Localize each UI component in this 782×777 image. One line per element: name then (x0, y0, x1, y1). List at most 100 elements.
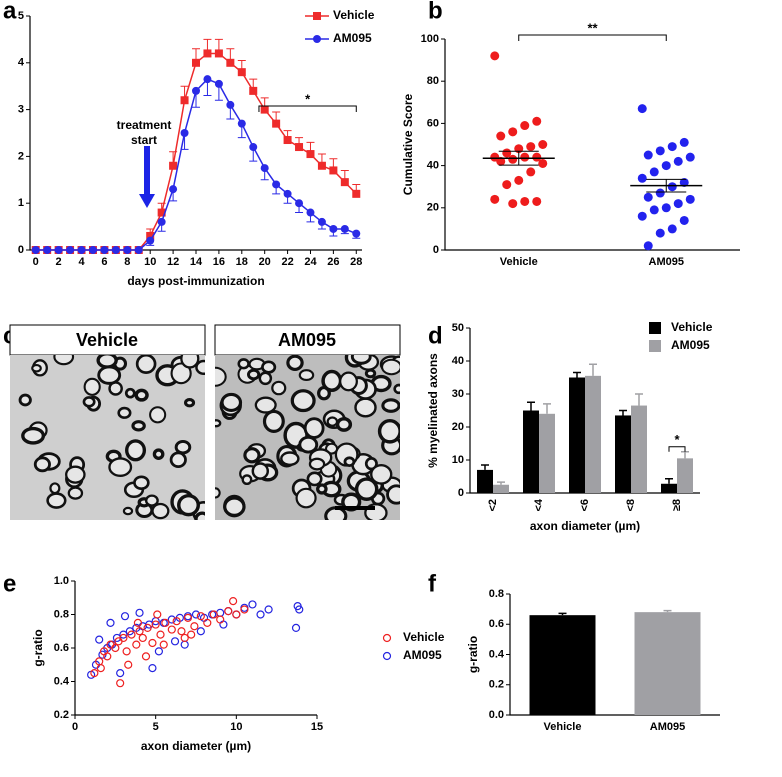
point (643, 150, 653, 160)
marker (306, 150, 315, 159)
axon (108, 457, 133, 477)
x-tick-label: 28 (350, 256, 362, 268)
point (256, 610, 265, 619)
y-tick-label: 1 (18, 197, 24, 209)
y-tick-label: 0.2 (54, 709, 69, 721)
marker (146, 236, 155, 245)
axon (21, 426, 46, 445)
marker (157, 208, 166, 217)
marker (317, 161, 326, 170)
marker (66, 246, 75, 254)
point (232, 610, 241, 619)
x-tick-label: <6 (579, 499, 591, 512)
marker (180, 129, 189, 137)
legend-marker (382, 651, 392, 661)
legend-marker (313, 12, 321, 20)
x-tick-label: 5 (153, 721, 159, 733)
y-tick-label: 5 (18, 10, 24, 22)
point (532, 196, 542, 206)
bar (615, 415, 631, 493)
point (167, 625, 176, 634)
marker (134, 246, 143, 254)
point (637, 173, 647, 183)
point (127, 630, 136, 639)
marker (249, 143, 258, 152)
marker (214, 79, 223, 88)
axon (254, 396, 277, 414)
marker (306, 208, 315, 217)
axon (335, 417, 353, 432)
point (538, 158, 548, 168)
point (526, 167, 536, 177)
marker (203, 75, 212, 84)
y-tick-label: 40 (452, 355, 464, 367)
y-tick-label: 0.6 (54, 642, 69, 654)
point (637, 104, 647, 114)
point (490, 194, 500, 204)
axon (133, 475, 150, 491)
error-bar (665, 478, 673, 484)
point (643, 192, 653, 202)
marker (203, 49, 212, 58)
axon (215, 366, 227, 387)
point (649, 205, 659, 215)
significance-label: * (674, 432, 680, 447)
point (667, 182, 677, 192)
axon (364, 368, 377, 379)
point (90, 669, 99, 678)
axon (220, 392, 243, 412)
axon (295, 487, 317, 509)
axon (49, 482, 61, 495)
point (508, 127, 518, 137)
significance-bracket (668, 446, 686, 452)
marker (157, 217, 166, 226)
significance-bracket (518, 34, 667, 41)
axon (354, 397, 377, 418)
y-tick-label: 100 (421, 33, 439, 45)
y-tick-label: 2 (18, 150, 24, 162)
axon (298, 369, 315, 382)
axon (152, 448, 165, 460)
y-tick-label: 0.8 (54, 608, 69, 620)
significance-label: ** (587, 20, 598, 35)
point (172, 617, 181, 626)
point (143, 623, 152, 633)
x-tick-label: 16 (213, 256, 225, 268)
axon (262, 409, 285, 433)
axon (195, 359, 205, 376)
axon (174, 439, 192, 455)
micrograph (10, 355, 205, 520)
axon (83, 377, 101, 396)
axon (151, 502, 170, 520)
axon (364, 457, 378, 471)
marker (352, 189, 361, 198)
x-axis-label: axon diameter (µm) (141, 739, 251, 753)
x-tick-label: 10 (230, 721, 242, 733)
legend-swatch (649, 322, 661, 334)
point (122, 647, 131, 656)
y-axis-label: Cumulative Score (401, 93, 415, 195)
marker (295, 143, 304, 152)
point (224, 607, 233, 616)
point (95, 635, 104, 644)
error-bar (635, 393, 643, 406)
error-bar (663, 609, 672, 613)
point (264, 605, 273, 614)
point (490, 51, 500, 61)
image-title: AM095 (278, 330, 336, 350)
axon (308, 457, 326, 471)
y-tick-label: 0.6 (489, 618, 504, 630)
axon (18, 393, 32, 407)
x-tick-label: AM095 (649, 256, 684, 268)
point (667, 142, 677, 152)
legend-label: AM095 (333, 31, 372, 45)
axon (247, 368, 261, 381)
point (538, 140, 548, 149)
x-tick-label: 0 (33, 256, 39, 268)
x-tick-label: 20 (259, 256, 271, 268)
point (679, 137, 689, 147)
legend-marker (313, 35, 321, 43)
point (138, 633, 147, 643)
point (643, 241, 653, 251)
bar (631, 405, 647, 493)
